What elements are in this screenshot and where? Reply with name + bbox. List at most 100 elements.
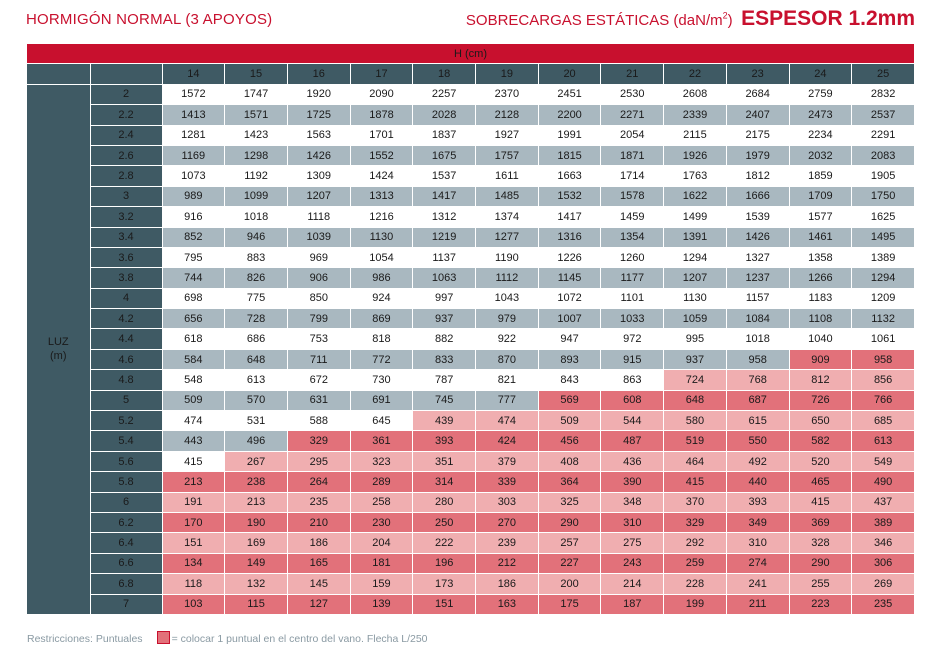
- legend-text: = colocar 1 puntual en el centro del van…: [171, 633, 428, 645]
- table-cell: 698: [162, 288, 226, 310]
- table-cell: 364: [538, 471, 602, 493]
- table-cell: 250: [412, 512, 477, 534]
- table-cell: 766: [851, 390, 915, 412]
- table-cell: 134: [162, 553, 226, 575]
- table-cell: 436: [600, 451, 665, 473]
- table-cell: 1871: [600, 145, 665, 167]
- table-cell: 915: [600, 349, 665, 371]
- table-cell: 937: [412, 308, 477, 330]
- table-cell: 2759: [789, 84, 853, 106]
- table-cell: 1063: [412, 267, 477, 289]
- table-row: 6.4 151 169 186 204 222 239 257 275 292 310 328 346: [27, 532, 915, 554]
- table-cell: 1327: [726, 247, 790, 269]
- table-cell: 1709: [789, 186, 853, 208]
- table-cell: 1750: [851, 186, 915, 208]
- table-cell: 2473: [789, 104, 853, 126]
- table-cell: 1209: [851, 288, 915, 310]
- table-cell: 588: [287, 410, 351, 432]
- table-cell: 1219: [412, 227, 477, 248]
- table-cell: 439: [412, 410, 477, 432]
- table-cell: 259: [663, 553, 727, 575]
- table-cell: 687: [726, 390, 790, 412]
- table-cell: 314: [412, 471, 477, 493]
- table-cell: 648: [224, 349, 288, 371]
- table-cell: 1040: [789, 328, 853, 350]
- table-cell: 492: [726, 451, 790, 473]
- table-cell: 818: [350, 328, 414, 350]
- table-row: 5.2 474 531 588 645 439 474 509 544 580 615 650 685: [27, 410, 915, 432]
- table-cell: 325: [538, 492, 602, 513]
- table-cell: 235: [287, 492, 351, 513]
- table-cell: 443: [162, 430, 226, 452]
- table-cell: 509: [162, 390, 226, 412]
- table-cell: 1424: [350, 165, 414, 187]
- table-cell: 1294: [663, 247, 727, 269]
- table-cell: 1007: [538, 308, 602, 330]
- table-cell: 772: [350, 349, 414, 371]
- table-cell: 1417: [412, 186, 477, 208]
- table-cell: 2115: [663, 125, 727, 146]
- table-cell: 1812: [726, 165, 790, 187]
- table-cell: 274: [726, 553, 790, 575]
- table-cell: 1572: [162, 84, 226, 106]
- row-header: 6.2: [90, 512, 163, 534]
- table-cell: 1423: [224, 125, 288, 146]
- row-header: 4: [90, 288, 163, 310]
- table-cell: 1177: [600, 267, 665, 289]
- table-cell: 163: [475, 594, 539, 615]
- table-cell: 1226: [538, 247, 602, 269]
- table-cell: 1237: [726, 267, 790, 289]
- column-header: 18: [412, 63, 477, 85]
- column-header: 23: [726, 63, 790, 85]
- row-header: 5.6: [90, 451, 163, 473]
- table-cell: 648: [663, 390, 727, 412]
- table-cell: 1043: [475, 288, 539, 310]
- table-row: LUZ (m) 2 1572 1747 1920 2090 2257 2370 2451 2530 2…: [27, 84, 915, 615]
- table-cell: 370: [663, 492, 727, 513]
- table-cell: 726: [789, 390, 853, 412]
- table-cell: 1459: [600, 206, 665, 228]
- table-row: 5.4 443 496 329 361 393 424 456 487 519 550 582 613: [27, 430, 915, 452]
- table-cell: 2832: [851, 84, 915, 106]
- table-cell: 465: [789, 471, 853, 493]
- table-cell: 768: [726, 369, 790, 391]
- table-cell: 1358: [789, 247, 853, 269]
- table-cell: 869: [350, 308, 414, 330]
- table-row: 5.6 415 267 295 323 351 379 408 436 464 492 520 549: [27, 451, 915, 473]
- table-cell: 1072: [538, 288, 602, 310]
- table-cell: 1578: [600, 186, 665, 208]
- table-cell: 584: [162, 349, 226, 371]
- table-cell: 323: [350, 451, 414, 473]
- row-header: 6: [90, 492, 163, 513]
- row-header: 5: [90, 390, 163, 412]
- table-cell: 2200: [538, 104, 602, 126]
- table-cell: 118: [162, 573, 226, 595]
- row-header: 2: [90, 84, 163, 106]
- table-row: 4 698 775 850 924 997 1043 1072 1101 1130 1157 1183…: [27, 288, 915, 310]
- table-row: 5 509 570 631 691 745 777 569 608 648 687 726 766: [27, 390, 915, 412]
- table-cell: 227: [538, 553, 602, 575]
- table-cell: 650: [789, 410, 853, 432]
- table-cell: 997: [412, 288, 477, 310]
- subtitle-prefix: SOBRECARGAS ESTÁTICAS (daN/m: [465, 12, 723, 29]
- table-cell: 882: [412, 328, 477, 350]
- luz-unit: (m): [50, 350, 67, 363]
- table-cell: 175: [538, 594, 602, 615]
- table-cell: 1426: [287, 145, 351, 167]
- table-cell: 145: [287, 573, 351, 595]
- table-cell: 2271: [600, 104, 665, 126]
- table-cell: 186: [475, 573, 539, 595]
- column-header: 15: [224, 63, 288, 85]
- table-cell: 165: [287, 553, 351, 575]
- column-header: 14: [162, 63, 226, 85]
- row-header: 3: [90, 186, 163, 208]
- table-cell: 850: [287, 288, 351, 310]
- table-cell: 339: [475, 471, 539, 493]
- table-cell: 613: [851, 430, 915, 452]
- table-cell: 212: [475, 553, 539, 575]
- row-header: 5.8: [90, 471, 163, 493]
- table-cell: 2054: [600, 125, 665, 146]
- row-header: 5.2: [90, 410, 163, 432]
- table-cell: 275: [600, 532, 665, 554]
- table-cell: 570: [224, 390, 288, 412]
